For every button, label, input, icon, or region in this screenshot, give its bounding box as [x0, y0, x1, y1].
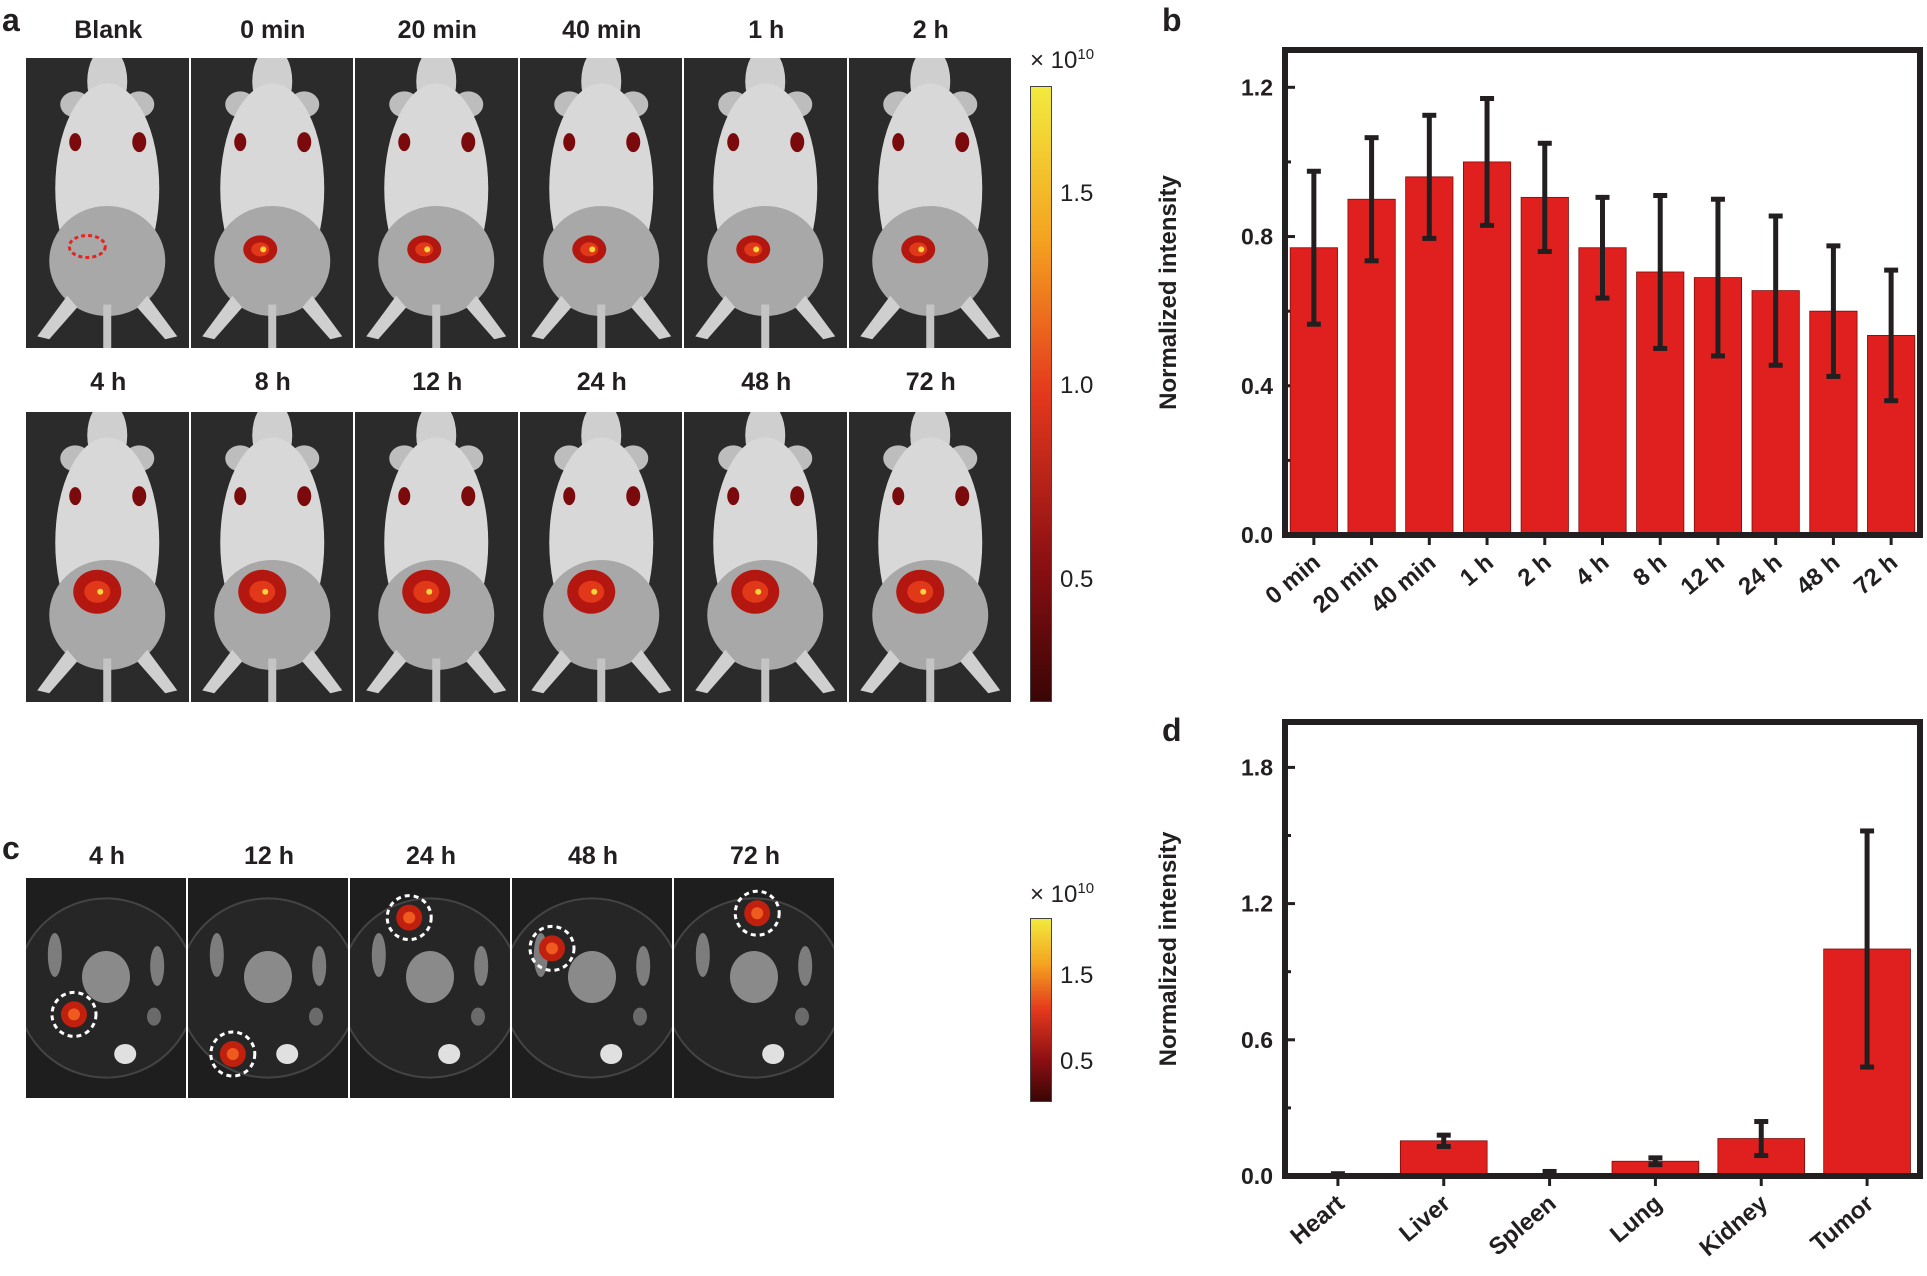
- organ-plate-image: [26, 878, 186, 1098]
- colorbar-exponent: 10: [1077, 880, 1095, 897]
- y-tick-label: 0.8: [1241, 224, 1273, 250]
- mouse-silhouette: [366, 412, 507, 702]
- mouse-image: [684, 58, 847, 348]
- mouse-image: [190, 412, 353, 702]
- mouse-silhouette: [37, 412, 178, 702]
- x-tick-label: Liver: [1394, 1190, 1455, 1248]
- plot-frame: [1282, 47, 1923, 538]
- organ-plate: [26, 878, 186, 1098]
- mouse-silhouette: [37, 58, 178, 348]
- plot-frame: [1282, 719, 1923, 1179]
- panel-a-colorbar-tick-1: 1.5: [1060, 180, 1094, 207]
- panel-a-title: 20 min: [397, 16, 477, 44]
- panel-a-title: 72 h: [905, 368, 956, 396]
- panel-a-title: 40 min: [562, 16, 642, 44]
- mouse-silhouette: [530, 58, 671, 348]
- chart-d-organ-intensity: Normalized intensity 0.0 0.6 1.2 1.8 Heart Liv…: [1155, 719, 1923, 1262]
- y-tick-label: 0.6: [1241, 1027, 1273, 1053]
- mouse-image: [355, 58, 518, 348]
- x-tick-label: 1 h: [1455, 549, 1499, 592]
- x-tick-label: Kidney: [1694, 1189, 1773, 1262]
- x-tick-label: Spleen: [1484, 1190, 1562, 1261]
- panel-c-title: 4 h: [88, 842, 126, 870]
- panel-c-title: 12 h: [243, 842, 295, 870]
- mouse-image: [355, 412, 518, 702]
- panel-c-colorbar-tick-2: 0.5: [1060, 1048, 1094, 1075]
- organ-plate-image: [188, 878, 348, 1098]
- mouse-silhouette: [530, 412, 671, 702]
- panel-a-colorbar: [1030, 86, 1052, 702]
- panel-label-b: b: [1162, 2, 1182, 38]
- panel-a-title: 24 h: [576, 368, 627, 396]
- panel-label-c: c: [2, 830, 20, 866]
- panel-a-title: 8 h: [254, 368, 291, 396]
- x-tick-label: 40 min: [1366, 549, 1442, 619]
- x-tick-label: 20 min: [1308, 549, 1384, 619]
- colorbar-exponent: 10: [1077, 46, 1095, 63]
- mouse-image: [848, 58, 1011, 348]
- mouse-image: [190, 58, 353, 348]
- mouse-silhouette: [859, 58, 1000, 348]
- y-tick-label: 0.0: [1241, 522, 1273, 548]
- organ-plate-image: [674, 878, 834, 1098]
- x-tick-label: Heart: [1285, 1190, 1349, 1250]
- panel-a-title: 12 h: [412, 368, 463, 396]
- mouse-image: [26, 412, 189, 702]
- y-tick-label: 0.4: [1241, 373, 1273, 399]
- x-tick-label: 24 h: [1733, 549, 1787, 601]
- panel-c-title: 48 h: [567, 842, 619, 870]
- mouse-silhouette: [201, 58, 342, 348]
- organ-plate-image: [512, 878, 672, 1098]
- panel-a-title: 4 h: [90, 368, 127, 396]
- panel-c-colorbar: [1030, 918, 1052, 1102]
- y-tick-label: 1.8: [1241, 754, 1273, 780]
- panel-c-title: 24 h: [405, 842, 457, 870]
- organ-plate: [350, 878, 510, 1098]
- mouse-image: [684, 412, 847, 702]
- x-tick-label: 72 h: [1849, 549, 1903, 601]
- panel-c-title: 72 h: [729, 842, 781, 870]
- mouse-image: [519, 58, 682, 348]
- panel-label-a: a: [2, 2, 20, 38]
- panel-c-colorbar-scale: × 1010: [1030, 880, 1094, 909]
- x-tick-label: 8 h: [1628, 549, 1672, 592]
- y-tick-label: 1.2: [1241, 74, 1273, 100]
- x-tick-label: Lung: [1605, 1190, 1667, 1248]
- mouse-silhouette: [201, 412, 342, 702]
- x-tick-label: 4 h: [1570, 549, 1614, 592]
- mouse-image: [519, 412, 682, 702]
- mouse-image: [848, 412, 1011, 702]
- panel-a-title: Blank: [74, 16, 143, 44]
- panel-label-d: d: [1162, 712, 1182, 748]
- panel-a-colorbar-scale: × 1010: [1030, 46, 1094, 75]
- panel-c-colorbar-tick-1: 1.5: [1060, 962, 1094, 989]
- mouse-image: [26, 58, 189, 348]
- panel-a-title: 2 h: [912, 16, 949, 44]
- mouse-silhouette: [695, 58, 836, 348]
- panel-a-colorbar-tick-2: 1.0: [1060, 372, 1094, 399]
- y-axis-label: Normalized intensity: [1155, 831, 1182, 1066]
- mouse-silhouette: [366, 58, 507, 348]
- x-tick-label: 48 h: [1791, 549, 1845, 601]
- panel-a-title: 0 min: [240, 16, 306, 44]
- organ-plate: [512, 878, 672, 1098]
- y-tick-label: 0.0: [1241, 1163, 1273, 1189]
- y-tick-label: 1.2: [1241, 891, 1273, 917]
- organ-plate: [674, 878, 834, 1098]
- mouse-silhouette: [695, 412, 836, 702]
- organ-plate: [188, 878, 348, 1098]
- colorbar-scale-label: × 10: [1030, 47, 1078, 74]
- x-tick-label: 2 h: [1513, 549, 1557, 592]
- x-tick-label: 12 h: [1676, 549, 1730, 601]
- mouse-silhouette: [859, 412, 1000, 702]
- panel-a-colorbar-tick-3: 0.5: [1060, 566, 1094, 593]
- x-tick-label: Tumor: [1806, 1190, 1879, 1258]
- panel-a-title: 48 h: [741, 368, 792, 396]
- y-axis-label: Normalized intensity: [1155, 174, 1182, 409]
- organ-plate-image: [350, 878, 510, 1098]
- colorbar-scale-label: × 10: [1030, 881, 1078, 908]
- panel-a-title: 1 h: [748, 16, 785, 44]
